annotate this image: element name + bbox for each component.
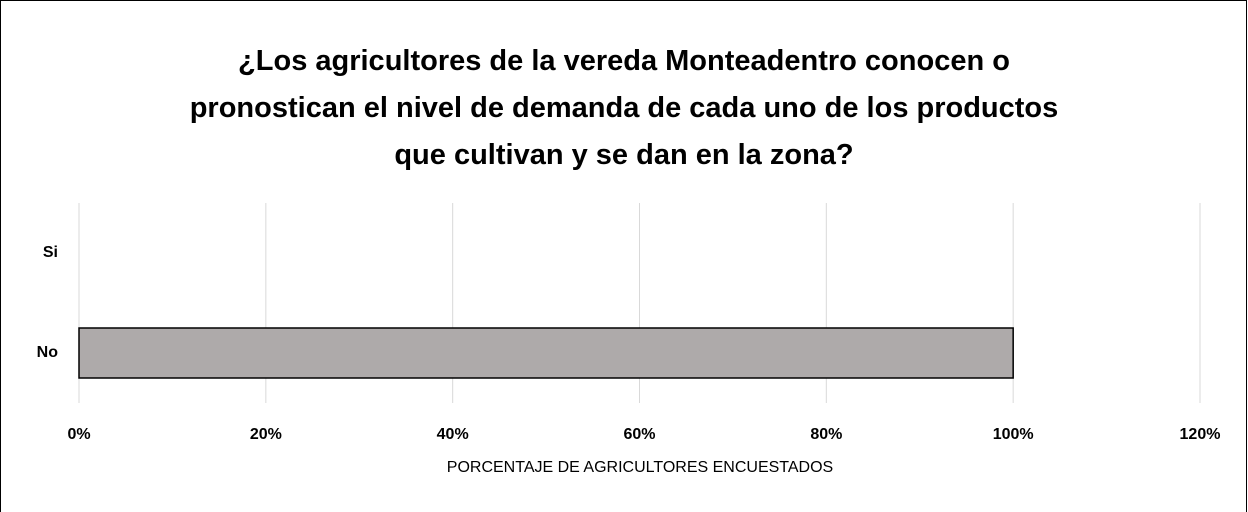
- x-tick-label: 100%: [993, 426, 1034, 443]
- x-tick-label: 80%: [810, 426, 842, 443]
- x-axis-label: PORCENTAJE DE AGRICULTORES ENCUESTADOS: [447, 459, 833, 476]
- bar: [78, 327, 1014, 379]
- x-tick-label: 40%: [437, 426, 469, 443]
- x-tick-label: 60%: [623, 426, 655, 443]
- chart-title: ¿Los agricultores de la vereda Monteaden…: [189, 45, 1059, 171]
- y-tick-label: Si: [43, 244, 58, 261]
- x-tick-label: 20%: [250, 426, 282, 443]
- x-tick-label: 120%: [1180, 426, 1221, 443]
- x-tick-label: 0%: [67, 426, 90, 443]
- y-tick-label: No: [37, 344, 59, 361]
